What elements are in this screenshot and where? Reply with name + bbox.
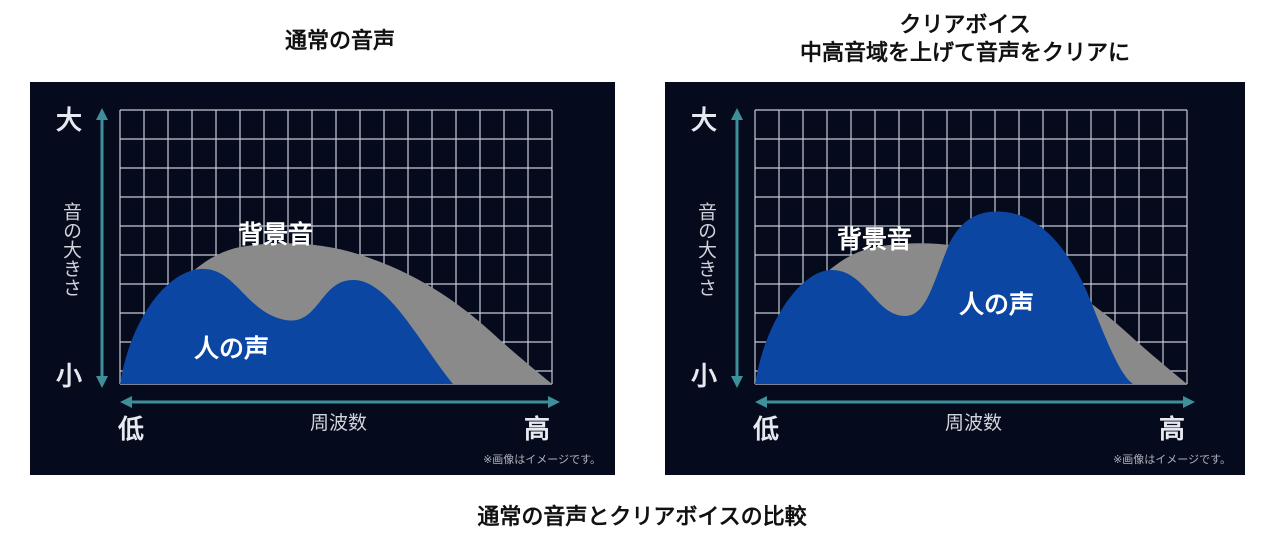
- clear-voice-diagram: 大 小 音の大きさ 低 高 周波数 背景音 人の声 ※画像はイメージです。: [665, 82, 1245, 475]
- normal-voice-graphic: [96, 108, 560, 408]
- x-axis-arrow: [120, 396, 560, 408]
- y-axis-min-label: 小: [56, 362, 83, 392]
- x-axis-title: 周波数: [310, 412, 368, 434]
- clear-voice-title-line-2: 中高音域を上げて音声をクリアに: [799, 41, 1130, 66]
- normal-voice-diagram: 大 小 音の大きさ 低 高 周波数 背景音 人の声 ※画像はイメージです。: [30, 82, 615, 475]
- y-axis-title: 音の大きさ: [60, 202, 82, 297]
- y-axis-max-label: 大: [56, 106, 83, 136]
- image-note: ※画像はイメージです。: [1113, 453, 1231, 466]
- voice-label: 人の声: [959, 290, 1035, 319]
- background-sound-label: 背景音: [837, 225, 913, 254]
- y-axis-min-label: 小: [691, 362, 718, 392]
- clear-voice-title: クリアボイス 中高音域を上げて音声をクリアに: [665, 12, 1265, 68]
- image-note: ※画像はイメージです。: [483, 453, 601, 466]
- y-axis-arrow: [731, 108, 743, 388]
- x-axis-max-label: 高: [524, 415, 551, 445]
- clear-voice-graphic: [731, 108, 1195, 408]
- normal-voice-title: 通常の音声: [30, 28, 650, 56]
- x-axis-min-label: 低: [753, 415, 780, 445]
- x-axis-min-label: 低: [118, 415, 145, 445]
- y-axis-max-label: 大: [691, 106, 718, 136]
- normal-voice-title-line: 通常の音声: [284, 29, 395, 54]
- background-sound-label: 背景音: [238, 220, 314, 249]
- comparison-caption: 通常の音声とクリアボイスの比較: [477, 505, 807, 530]
- x-axis-arrow: [755, 396, 1195, 408]
- voice-area: [120, 268, 453, 384]
- y-axis-arrow: [96, 108, 108, 388]
- x-axis-title: 周波数: [945, 412, 1003, 434]
- voice-label: 人の声: [194, 334, 270, 363]
- clear-voice-title-line-1: クリアボイス: [899, 13, 1031, 38]
- x-axis-max-label: 高: [1159, 415, 1186, 445]
- y-axis-title: 音の大きさ: [695, 202, 717, 297]
- voice-area: [755, 211, 1133, 384]
